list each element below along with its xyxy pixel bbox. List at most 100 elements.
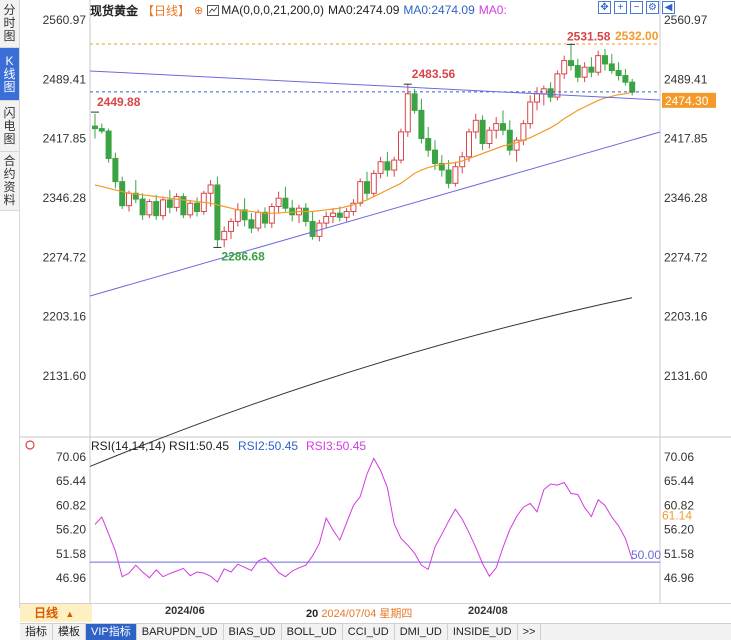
last-high-label: 2532.00: [615, 29, 659, 43]
candle-up: [146, 201, 153, 216]
candle-up: [486, 129, 493, 145]
tab-kline[interactable]: K线图: [0, 48, 20, 101]
candle-down: [506, 129, 513, 151]
low-1-label: 2286.68: [221, 249, 265, 263]
ma0-value-1: MA0:2474.09: [327, 3, 400, 17]
tab-8[interactable]: INSIDE_UD: [448, 624, 518, 640]
candle-up: [268, 206, 275, 224]
rsi-line: [94, 457, 633, 583]
candle-up: [581, 66, 588, 78]
sidebar-fill: [0, 211, 20, 608]
chart-header: 现货黄金 【日线】 ⊕ MA(0,0,0,21,200,0) MA0:2474.…: [90, 1, 511, 19]
upper-trendline: [89, 70, 661, 101]
candle-up: [398, 131, 404, 161]
price-tick-left: 2560.97: [43, 13, 87, 27]
candle-down: [105, 130, 112, 159]
price-tick-right: 2131.60: [664, 369, 708, 383]
candle-up: [472, 119, 479, 133]
high-2-label: 2483.56: [412, 67, 456, 81]
candle-up: [540, 88, 547, 95]
price-tick-right: 2274.72: [664, 250, 708, 264]
candle-down: [262, 211, 268, 224]
candle-up: [370, 172, 377, 194]
settings-icon[interactable]: ⚙: [646, 1, 659, 14]
tab-1[interactable]: 模板: [53, 624, 86, 640]
candle-down: [248, 219, 255, 229]
candle-down: [425, 138, 432, 151]
rsi-tick-right: 56.20: [664, 523, 694, 537]
tab-5[interactable]: BOLL_UD: [282, 624, 343, 640]
candle-up: [554, 73, 561, 98]
candle-up: [173, 196, 180, 208]
candle-up: [187, 202, 194, 216]
candle-down: [411, 93, 418, 111]
rsi3-label: RSI3:50.45: [306, 439, 366, 453]
candle-down: [432, 149, 438, 164]
candle-down: [547, 88, 554, 98]
candle-down: [574, 65, 581, 78]
tab-9[interactable]: >>: [518, 624, 542, 640]
candle-down: [180, 196, 187, 216]
ma0-value-2: MA0:2474.09: [403, 3, 475, 17]
candle-down: [500, 123, 506, 131]
candle-down: [602, 55, 608, 65]
zoom-out-icon[interactable]: −: [630, 1, 643, 14]
candle-down: [438, 162, 445, 171]
tab-intraday[interactable]: 分时图: [0, 0, 20, 48]
expand-icon[interactable]: ✥: [598, 1, 611, 14]
candle-up: [350, 202, 357, 213]
candle-up: [207, 184, 214, 194]
candle-up: [527, 101, 534, 125]
candle-down: [336, 212, 343, 218]
candle-down: [282, 197, 289, 209]
tab-0[interactable]: 指标: [20, 624, 53, 640]
tab-4[interactable]: BIAS_UD: [224, 624, 282, 640]
chart-canvas[interactable]: 2560.97 2560.97 2489.41 2489.41 2417.85 2417.…: [0, 0, 731, 622]
rsi-tick-left: 56.20: [56, 523, 86, 537]
rsi-tick-left: 51.58: [56, 547, 86, 561]
ma0-value-3: MA0:: [478, 3, 507, 17]
add-icon[interactable]: ⊕: [194, 4, 204, 17]
price-tick-right: 2560.97: [664, 13, 708, 27]
zoom-in-icon[interactable]: +: [614, 1, 627, 14]
candle-down: [92, 125, 98, 130]
candle-down: [418, 109, 425, 140]
rsi-tick-left: 65.44: [56, 474, 86, 488]
rsi-tick-right: 51.58: [664, 547, 694, 561]
tab-7[interactable]: DMI_UD: [395, 624, 448, 640]
ma21-line: [94, 91, 633, 214]
candle-down: [615, 70, 622, 77]
price-tick-left: 2203.16: [43, 310, 87, 324]
price-tick-right: 2489.41: [664, 72, 708, 86]
high-3-label: 2531.58: [567, 29, 611, 43]
candle-up: [275, 197, 282, 208]
candle-up: [595, 55, 602, 73]
price-tick-right: 2203.16: [664, 310, 708, 324]
price-tick-right: 2346.28: [664, 191, 708, 205]
rsi2-label: RSI2:50.45: [238, 439, 298, 453]
chart-settings-icon[interactable]: [207, 4, 220, 16]
candle-down: [384, 161, 391, 171]
rsi-tick-left: 46.96: [56, 571, 86, 585]
period-tag[interactable]: 【日线】: [142, 3, 191, 18]
candle-up: [391, 159, 398, 171]
current-price-label: 2474.30: [665, 94, 709, 108]
candle-down: [629, 81, 636, 93]
high-1-label: 2449.88: [97, 95, 141, 109]
period-label[interactable]: 日线 ▲: [20, 604, 92, 622]
tab-6[interactable]: CCI_UD: [343, 624, 395, 640]
rsi-tick-right: 65.44: [664, 474, 694, 488]
candle-up: [493, 123, 500, 131]
candle-up: [466, 131, 472, 158]
tab-tick-chart[interactable]: 闪电图: [0, 101, 20, 152]
selected-date-label: 2024/07/04 星期四: [321, 608, 413, 620]
date-tick-3: 2024/08: [468, 605, 508, 617]
scroll-left-icon[interactable]: ◀: [662, 1, 675, 14]
rsi-tick-right: 46.96: [664, 571, 694, 585]
tab-3[interactable]: BARUPDN_UD: [137, 624, 224, 640]
candle-up: [534, 93, 540, 103]
candle-down: [608, 63, 615, 72]
instrument-title: 现货黄金: [90, 3, 139, 18]
tab-2[interactable]: VIP指标: [86, 624, 137, 640]
tab-contract-info[interactable]: 合约资料: [0, 152, 20, 211]
